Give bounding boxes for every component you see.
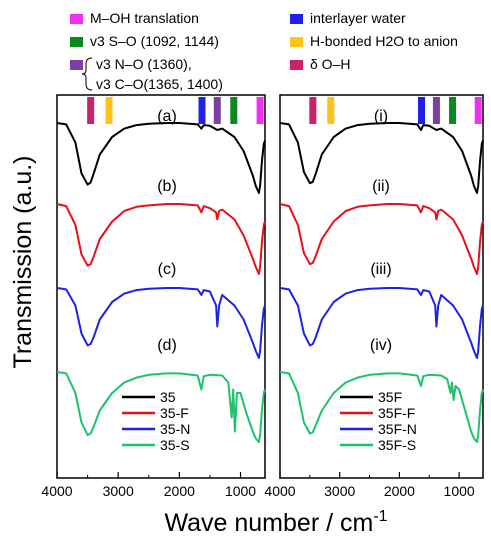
series-line-35-N xyxy=(56,287,266,359)
band-marker-0 xyxy=(309,97,317,124)
panel-frame xyxy=(56,94,266,479)
x-axis-label: Wave number / cm-1 xyxy=(164,508,387,537)
series-line-35F-S xyxy=(279,371,484,443)
band-marker-5 xyxy=(256,97,264,124)
legend-label-35F-N: 35F-N xyxy=(378,421,417,437)
series-line-35-F xyxy=(56,203,266,275)
band-marker-4 xyxy=(230,97,238,124)
legend-label-35F: 35F xyxy=(378,389,402,405)
x-tick-label: 3000 xyxy=(103,483,134,499)
band-marker-2 xyxy=(198,97,206,124)
series-line-35 xyxy=(56,122,266,194)
trace-label: (d) xyxy=(157,337,177,354)
band-marker-3 xyxy=(213,97,221,124)
legend-label-35-N: 35-N xyxy=(160,421,190,437)
series-line-35F-F xyxy=(279,203,484,275)
legend-label-35F-S: 35F-S xyxy=(378,437,416,453)
x-tick-label: 3000 xyxy=(324,483,355,499)
band-legend-text-4-0: H-bonded H2O to anion xyxy=(310,33,458,49)
band-legend-text-2-1: v3 C–O(1365, 1400) xyxy=(96,76,223,92)
trace-label: (i) xyxy=(374,108,388,125)
y-axis-label: Transmission (a.u.) xyxy=(9,155,37,368)
trace-label: (ii) xyxy=(372,178,390,195)
band-legend-text-1-0: v3 S–O (1092, 1144) xyxy=(90,33,219,49)
panel-frame xyxy=(279,94,484,479)
x-tick-label: 4000 xyxy=(264,483,295,499)
trace-label: (iv) xyxy=(370,337,392,354)
trace-label: (c) xyxy=(158,261,177,278)
trace-label: (a) xyxy=(157,108,177,125)
legend-label-35: 35 xyxy=(160,389,176,405)
band-legend-text-2-0: v3 N–O (1360), xyxy=(96,56,192,72)
series-line-35F xyxy=(279,122,484,194)
x-axis-label-text: Wave number / cm xyxy=(164,509,373,537)
spectra-panels: 4000 3000 2000 1000(a)(b)(c)(d)3535-F35-N35… xyxy=(41,94,484,499)
band-marker-3 xyxy=(432,97,440,124)
spectra-panel-2: 4000 3000 2000 1000 (i) (ii) (iii) (iv) 35F35F-F… xyxy=(264,94,484,499)
band-legend-text-5-0: δ O–H xyxy=(310,56,350,72)
legend-label-35F-F: 35F-F xyxy=(378,405,415,421)
band-legend-swatch-0 xyxy=(70,14,83,24)
band-marker-4 xyxy=(449,97,457,124)
band-marker-5 xyxy=(474,97,482,124)
band-legend-text-0-0: M–OH translation xyxy=(90,10,199,26)
trace-label: (b) xyxy=(157,178,177,195)
band-legend-swatch-5 xyxy=(290,60,303,70)
legend-label-35-F: 35-F xyxy=(160,405,189,421)
x-tick-label: 1000 xyxy=(444,483,475,499)
x-tick-label: 1000 xyxy=(225,483,256,499)
band-legend-swatch-1 xyxy=(70,37,83,47)
legend-label-35-S: 35-S xyxy=(160,437,190,453)
band-legend-swatch-2 xyxy=(70,60,83,70)
x-axis-label-superscript: -1 xyxy=(373,508,387,525)
band-legend-text-3-0: interlayer water xyxy=(310,10,406,26)
band-marker-2 xyxy=(418,97,426,124)
band-legend-swatch-3 xyxy=(290,14,303,24)
x-tick-label: 2000 xyxy=(384,483,415,499)
x-tick-label: 2000 xyxy=(164,483,195,499)
band-legend-swatch-4 xyxy=(290,37,303,47)
series-line-35F-N xyxy=(279,287,484,359)
spectra-panel-1: 4000 3000 2000 1000 (a) (b) (c) (d) 3535-F35-N35… xyxy=(41,94,266,499)
band-legend-brace xyxy=(81,57,93,91)
band-assignment-legend: M–OH translation v3 S–O (1092, 1144) v3 N–… xyxy=(70,10,458,92)
band-marker-0 xyxy=(87,97,95,124)
band-marker-1 xyxy=(105,97,113,124)
series-line-35-S xyxy=(56,371,266,443)
band-marker-1 xyxy=(327,97,335,124)
trace-label: (iii) xyxy=(370,261,391,278)
x-tick-label: 4000 xyxy=(41,483,72,499)
